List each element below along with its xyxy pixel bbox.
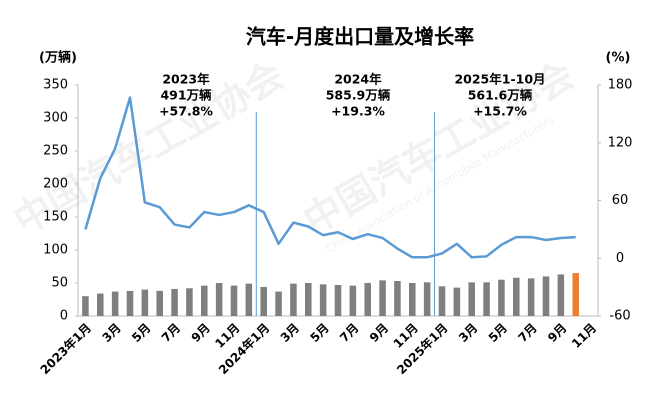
y-tick-label: 50 [51,276,68,291]
x-tick-label: 3月 [456,321,480,345]
x-tick-label: 3月 [278,321,302,345]
annotation: 585.9万辆 [326,88,391,103]
bar [319,284,327,316]
bar [230,285,238,316]
bar [542,276,550,316]
bar [275,291,282,316]
bar [364,283,371,316]
bar [527,278,535,316]
bar [453,287,461,316]
x-tick-label: 7月 [515,321,539,345]
annotation: 2024年 [334,72,382,87]
bar [82,296,89,316]
y-tick-label: 0 [60,309,68,324]
bar [290,283,297,316]
x-tick-label: 5月 [486,321,510,345]
y-tick-label: 250 [43,144,68,159]
bar [394,281,401,316]
bar [438,286,446,316]
line [84,96,576,259]
x-tick-label: 5月 [307,321,331,345]
bar [305,283,312,316]
bar [468,282,475,316]
y2-tick-label: 120 [608,135,633,150]
y-tick-label: 100 [43,243,68,258]
bar [557,274,565,316]
annotation: +57.8% [159,104,213,119]
bar [409,283,416,316]
bar [379,280,386,316]
bar [260,286,267,316]
bar [111,291,119,316]
bar [171,288,178,316]
bar [423,282,431,316]
bar [483,282,490,316]
x-tick-label: 9月 [367,321,391,345]
y-tick-label: 300 [43,111,68,126]
x-tick-label: 9月 [189,321,213,345]
x-tick-label: 3月 [99,321,123,345]
bar [349,285,357,316]
bar [201,285,208,316]
annotation: 561.6万辆 [468,88,533,103]
x-tick-label: 7月 [159,321,183,345]
annotation: 2025年1-10月 [454,72,545,87]
y-tick-label: 200 [43,177,68,192]
annotation: 2023年 [162,72,210,87]
x-tick-label: 2023年1月 [37,320,94,377]
x-tick-label: 9月 [545,321,569,345]
bar [513,277,520,316]
bar [141,289,149,316]
bar [97,293,104,316]
chart-title: 汽车-月度出口量及增长率 [246,25,474,49]
y-tick-label: 150 [43,210,68,225]
bar [126,290,134,316]
x-tick-label: 5月 [129,321,153,345]
x-tick-label: 11月 [569,321,599,351]
bar [334,284,342,316]
y2-tick-label: -60 [609,309,630,324]
y-tick-label: 350 [43,78,68,93]
bar [215,283,223,316]
y-axis-label: (万辆) [39,50,77,66]
y2-tick-label: 0 [616,251,624,266]
x-tick-label: 7月 [337,321,361,345]
annotation: 491万辆 [160,88,212,103]
bar [156,290,163,316]
bar [186,288,193,316]
bar [572,273,579,316]
annotation: +19.3% [331,104,385,119]
bar [245,283,253,316]
y2-tick-label: 180 [608,78,633,93]
y2-axis-label: (%) [606,51,631,66]
bar [498,279,505,316]
y2-tick-label: 60 [612,193,629,208]
annotation: +15.7% [473,104,527,119]
